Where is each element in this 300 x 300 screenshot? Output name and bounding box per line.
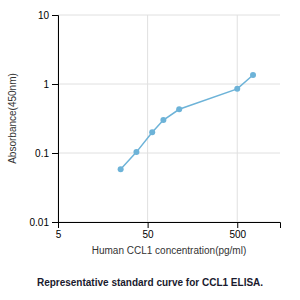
- x-tick-label: 500: [229, 229, 246, 240]
- x-grid-line: [147, 15, 148, 222]
- point: [176, 106, 182, 112]
- x-tick: 5: [56, 222, 62, 240]
- y-tick-mark: [52, 222, 58, 223]
- y-tick-mark: [52, 153, 58, 154]
- x-tick-label: 5: [56, 229, 62, 240]
- y-tick-mark: [52, 15, 58, 16]
- point: [250, 72, 256, 78]
- plot-area: 5 50 500 0.01 0.1 1 10 Human CCL1 concentration…: [7, 10, 281, 256]
- y-axis-line: [52, 16, 59, 223]
- grid: [58, 15, 280, 222]
- x-tick-label: 50: [143, 229, 155, 240]
- y-tick-label: 0.1: [35, 148, 49, 159]
- y-tick: 1: [43, 79, 58, 90]
- point: [133, 149, 139, 155]
- x-tick-mark: [237, 222, 238, 228]
- y-grid-line: [58, 153, 280, 154]
- y-tick-label: 1: [43, 79, 49, 90]
- x-grid-line: [237, 15, 238, 222]
- x-axis-label: Human CCL1 concentration(pg/ml): [92, 245, 247, 256]
- y-grid-line: [58, 15, 280, 16]
- y-tick-label: 0.01: [30, 217, 50, 228]
- title: Representative standard curve for CCL1 E…: [37, 277, 263, 288]
- chart: 5 50 500 0.01 0.1 1 10 Human CCL1 concentration…: [0, 0, 300, 300]
- marks: [118, 72, 256, 172]
- y-axis: 0.01 0.1 1 10: [30, 10, 59, 228]
- y-tick: 0.1: [35, 148, 58, 159]
- y-tick-label: 10: [38, 10, 50, 21]
- y-grid-line: [58, 84, 280, 85]
- point: [149, 129, 155, 135]
- point: [160, 117, 166, 123]
- y-tick-mark: [52, 84, 58, 85]
- point: [234, 86, 240, 92]
- x-tick: 500: [229, 222, 246, 240]
- y-tick: 10: [38, 10, 58, 21]
- x-axis: 5 50 500: [56, 222, 281, 240]
- x-axis-line: [59, 223, 281, 229]
- x-tick: 50: [143, 222, 155, 240]
- point: [118, 166, 124, 172]
- y-tick: 0.01: [30, 217, 58, 228]
- x-tick-mark: [148, 222, 149, 228]
- y-axis-label: Absorbance(450nm): [7, 73, 18, 164]
- line: [121, 75, 253, 169]
